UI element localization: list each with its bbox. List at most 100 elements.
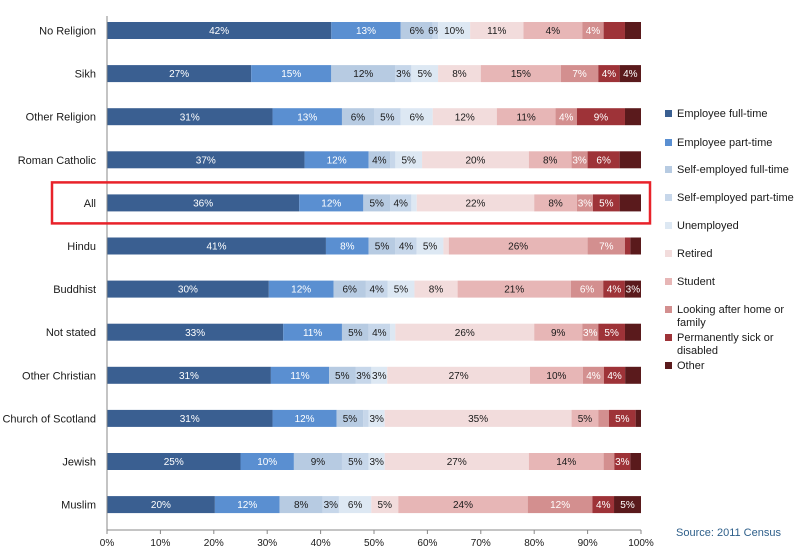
bar-segment-church-of-scotland-self-employed-full-time: [336, 409, 364, 427]
data-label: 6%: [351, 112, 366, 123]
bar-segment-not-stated-permanently-sick-or-disabled: [598, 323, 625, 341]
legend-swatch-employee-part-time: [665, 139, 672, 146]
data-label: 6%: [409, 112, 424, 123]
data-label: 22%: [465, 199, 485, 210]
data-label: 3%: [626, 285, 641, 296]
bar-segment-jewish-employee-part-time: [240, 453, 294, 470]
bar-segment-roman-catholic-self-employed-part-time: [390, 151, 396, 169]
data-label: 31%: [180, 414, 200, 425]
bar-segment-hindu-employee-full-time: [107, 237, 326, 255]
data-label: 5%: [604, 328, 619, 339]
data-label: 5%: [378, 500, 393, 511]
bar-segment-no-religion-self-employed-full-time: [400, 22, 433, 39]
category-label-sikh: Sikh: [75, 69, 96, 81]
data-label: 20%: [465, 155, 485, 166]
category-label-church-of-scotland: Church of Scotland: [2, 413, 96, 425]
data-label: 8%: [548, 199, 563, 210]
bar-segment-jewish-unemployed: [368, 453, 385, 470]
data-label: 3%: [369, 457, 384, 468]
legend-label-self-employed-part-time: Self-employed part-time: [677, 192, 794, 204]
data-label: 14%: [556, 457, 576, 468]
bar-segment-other-religion-other: [624, 108, 641, 126]
bar-segment-jewish-other: [630, 453, 641, 470]
bar-segment-jewish-self-employed-full-time: [293, 453, 342, 470]
bar-segment-muslim-permanently-sick-or-disabled: [592, 496, 615, 514]
bar-segment-other-religion-self-employed-part-time: [374, 108, 401, 126]
data-label: 27%: [447, 457, 467, 468]
data-label: 21%: [504, 285, 524, 296]
data-label: 4%: [602, 69, 617, 80]
x-tick-label: 100%: [628, 538, 654, 549]
bar-segment-not-stated-other: [624, 323, 641, 341]
data-label: 7%: [599, 242, 614, 253]
legend-swatch-other: [665, 362, 672, 369]
x-tick-label: 20%: [204, 538, 224, 549]
data-label: 4%: [586, 26, 601, 37]
data-label: 5%: [615, 414, 630, 425]
bar-segment-sikh-employee-part-time: [251, 65, 332, 83]
x-tick-label: 30%: [257, 538, 277, 549]
bar-segment-no-religion-unemployed: [438, 22, 471, 39]
data-label: 6%: [580, 285, 595, 296]
bar-segment-hindu-looking-after-home-or-family: [587, 237, 625, 255]
data-label: 9%: [311, 457, 326, 468]
data-label: 31%: [180, 112, 200, 123]
data-label: 24%: [453, 500, 473, 511]
bar-segment-all-retired: [416, 194, 535, 212]
legend-swatch-self-employed-part-time: [665, 194, 672, 201]
data-label: 8%: [294, 500, 309, 511]
data-label: 3%: [572, 155, 587, 166]
data-label: 4%: [372, 155, 387, 166]
bar-segment-all-employee-part-time: [299, 194, 364, 212]
bar-segment-jewish-student: [528, 453, 604, 470]
data-label: 30%: [178, 285, 198, 296]
data-label: 9%: [551, 328, 566, 339]
data-label: 3%: [615, 457, 630, 468]
bar-segment-not-stated-employee-part-time: [283, 323, 342, 341]
data-label: 5%: [620, 500, 635, 511]
data-label: 6%: [428, 26, 443, 37]
data-label: 5%: [423, 242, 438, 253]
data-label: 33%: [185, 328, 205, 339]
data-label: 10%: [257, 457, 277, 468]
legend-label-looking-after-home-or-family: Looking after home or family: [677, 304, 784, 329]
bar-segment-roman-catholic-employee-part-time: [304, 151, 369, 169]
bar-segment-church-of-scotland-permanently-sick-or-disabled: [608, 409, 636, 427]
bar-segment-muslim-self-employed-full-time: [279, 496, 323, 514]
category-label-muslim: Muslim: [61, 500, 96, 512]
bar-segment-not-stated-student: [534, 323, 583, 341]
bar-segment-sikh-self-employed-full-time: [331, 65, 396, 83]
bar-segment-church-of-scotland-looking-after-home-or-family: [598, 409, 609, 427]
bar-segment-no-religion-other: [624, 22, 641, 39]
legend-label-retired: Retired: [677, 248, 712, 260]
data-label: 8%: [543, 155, 558, 166]
data-label: 27%: [169, 69, 189, 80]
data-label: 5%: [599, 199, 614, 210]
data-label: 5%: [335, 371, 350, 382]
bar-segment-roman-catholic-unemployed: [395, 151, 423, 169]
data-label: 6%: [596, 155, 611, 166]
data-label: 11%: [303, 328, 322, 339]
data-label: 12%: [237, 500, 257, 511]
data-label: 31%: [179, 371, 199, 382]
legend-label-self-employed-full-time: Self-employed full-time: [677, 164, 789, 176]
data-label: 8%: [340, 242, 355, 253]
data-label: 12%: [295, 414, 315, 425]
bar-segment-all-self-employed-full-time: [363, 194, 391, 212]
bar-segment-not-stated-retired: [395, 323, 535, 341]
bar-segment-buddhist-employee-full-time: [107, 280, 269, 298]
data-label: 3%: [578, 199, 593, 210]
bars-group: 42% 13% 6% 6% 10% 11% 4% 4%27% 15% 12% 3% 5% 8% 15% 7%…: [107, 22, 641, 514]
data-label: 11%: [290, 371, 309, 382]
bar-segment-other-christian-other: [625, 366, 641, 384]
bar-segment-buddhist-looking-after-home-or-family: [570, 280, 604, 298]
legend-label-employee-part-time: Employee part-time: [677, 137, 772, 149]
data-label: 42%: [209, 26, 229, 37]
bar-segment-all-employee-full-time: [107, 194, 300, 212]
category-label-no-religion: No Religion: [39, 26, 96, 38]
bar-segment-all-unemployed: [411, 194, 417, 212]
bar-segment-jewish-looking-after-home-or-family: [603, 453, 615, 470]
category-label-jewish: Jewish: [62, 457, 96, 469]
data-label: 12%: [321, 199, 341, 210]
